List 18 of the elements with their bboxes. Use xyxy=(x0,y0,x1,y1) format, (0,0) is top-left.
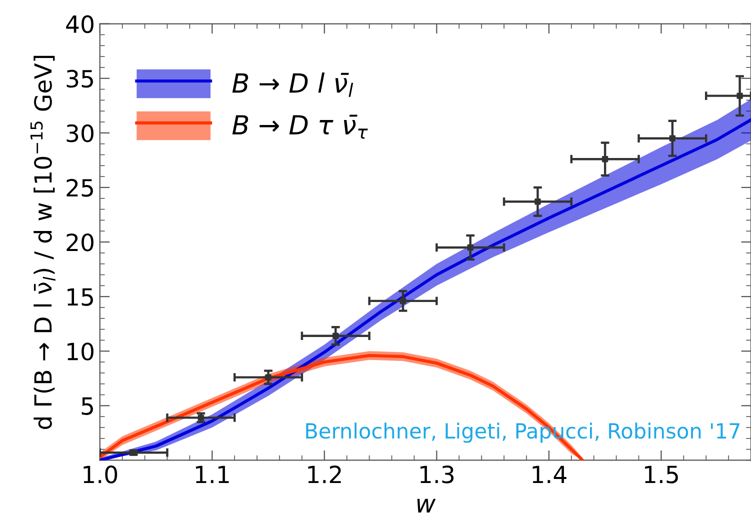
x-tick-label: 1.0 xyxy=(84,466,118,484)
y-tick-label: 25 xyxy=(66,178,93,197)
y-axis-title: d Γ(B → D l ν̄$_{l}$) / d w [10$^{−15}$ GeV] xyxy=(30,56,56,430)
legend-label: B → D τ ν̄$_{τ}$ xyxy=(232,114,368,139)
y-tick-label: 15 xyxy=(68,288,93,306)
y-tick-label: 5 xyxy=(82,397,93,415)
y-tick-label: 35 xyxy=(66,70,93,88)
x-tick-label: 1.2 xyxy=(308,466,341,484)
y-tick-label: 20 xyxy=(66,233,94,252)
x-tick-label: 1.5 xyxy=(645,466,678,484)
x-tick-label: 1.1 xyxy=(196,466,229,484)
legend-label: B → D l ν̄$_{l}$ xyxy=(232,72,354,97)
y-tick-label: 30 xyxy=(66,124,94,142)
y-tick-label: 10 xyxy=(68,342,94,360)
x-axis-title: w xyxy=(417,498,436,512)
x-tick-label: 1.3 xyxy=(420,466,454,484)
x-tick-label: 1.4 xyxy=(532,466,566,484)
y-tick-label: 40 xyxy=(66,15,94,34)
